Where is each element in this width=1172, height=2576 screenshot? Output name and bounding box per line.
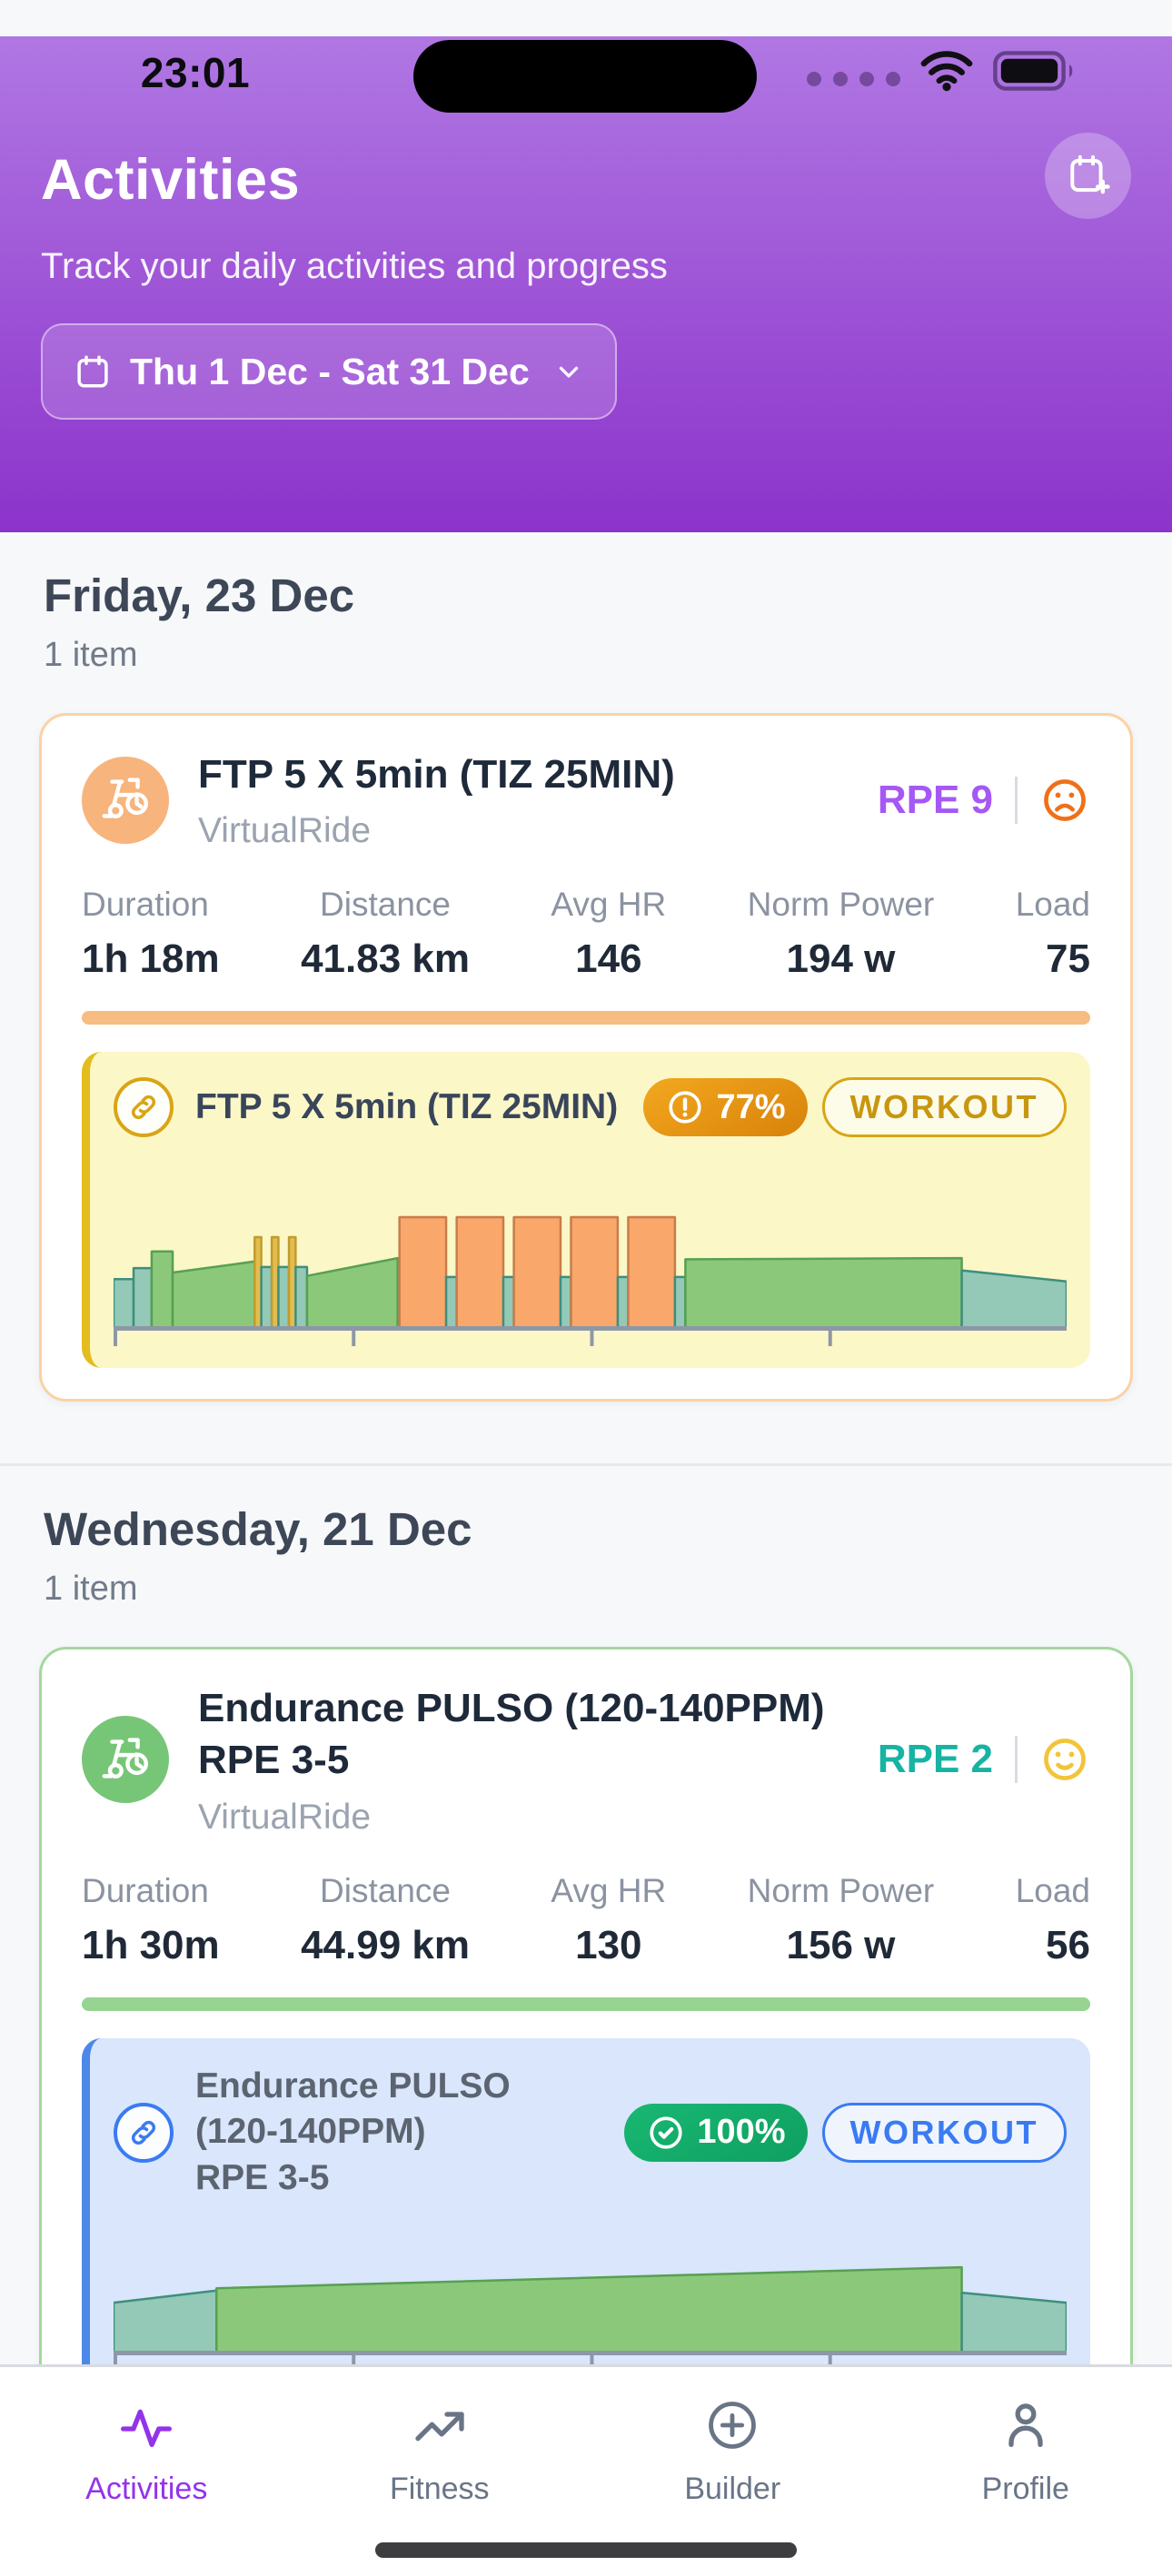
date-range-picker[interactable]: Thu 1 Dec - Sat 31 Dec — [41, 323, 617, 420]
person-icon — [997, 2396, 1055, 2457]
wifi-icon — [920, 50, 973, 96]
status-icons — [807, 36, 1077, 109]
calendar-plus-icon — [1066, 152, 1111, 200]
rpe-value: RPE 9 — [878, 778, 993, 823]
activity-sport: VirtualRide — [198, 811, 849, 851]
alert-circle-icon — [665, 1087, 705, 1127]
activity-card-header: FTP 5 X 5min (TIZ 25MIN) VirtualRide RPE… — [82, 748, 1090, 851]
trending-up-icon — [411, 2396, 469, 2457]
battery-icon — [993, 51, 1077, 95]
section-divider — [0, 1463, 1172, 1466]
vertical-divider — [1015, 1736, 1018, 1783]
date-range-label: Thu 1 Dec - Sat 31 Dec — [130, 351, 530, 393]
avatar — [82, 1716, 169, 1803]
check-circle-icon — [646, 2113, 686, 2153]
link-icon — [114, 1077, 174, 1137]
cellular-dots-icon — [807, 72, 900, 86]
activity-title-line2: RPE 3-5 — [198, 1734, 849, 1786]
chevron-down-icon — [553, 356, 584, 387]
activity-titles: Endurance PULSO (120-140PPM) RPE 3-5 Vir… — [198, 1682, 849, 1837]
activity-card-header: Endurance PULSO (120-140PPM) RPE 3-5 Vir… — [82, 1682, 1090, 1837]
activity-title: Endurance PULSO (120-140PPM) — [198, 1682, 849, 1734]
workout-badges: 77% WORKOUT — [643, 1077, 1067, 1137]
app-header: 23:01 — [0, 36, 1172, 532]
compliance-badge: 77% — [643, 1078, 807, 1136]
tab-builder[interactable]: Builder — [586, 2396, 879, 2507]
activity-sport: VirtualRide — [198, 1798, 849, 1838]
workout-tag-badge: WORKOUT — [822, 1077, 1067, 1137]
calendar-icon — [74, 352, 112, 391]
activity-card[interactable]: Endurance PULSO (120-140PPM) RPE 3-5 Vir… — [39, 1647, 1133, 2425]
dynamic-island — [413, 40, 757, 113]
compliance-progress-bar — [82, 1997, 1090, 2011]
virtual-ride-bike-icon — [97, 769, 154, 830]
linked-workout-card[interactable]: Endurance PULSO (120-140PPM) RPE 3-5 100… — [82, 2038, 1090, 2393]
link-icon — [114, 2103, 174, 2163]
section-header: Wednesday, 21 Dec 1 item — [44, 1502, 1128, 1609]
workout-tag-badge: WORKOUT — [822, 2103, 1067, 2163]
section-header: Friday, 23 Dec 1 item — [44, 569, 1128, 675]
rpe-value: RPE 2 — [878, 1737, 993, 1782]
workout-profile-chart — [114, 1212, 1067, 1350]
vertical-divider — [1015, 777, 1018, 824]
tab-fitness[interactable]: Fitness — [293, 2396, 587, 2507]
compliance-badge: 100% — [624, 2104, 807, 2162]
section-date: Friday, 23 Dec — [44, 569, 1128, 622]
workout-name: Endurance PULSO (120-140PPM) RPE 3-5 — [195, 2064, 602, 2202]
virtual-ride-bike-icon — [97, 1729, 154, 1790]
activity-card[interactable]: FTP 5 X 5min (TIZ 25MIN) VirtualRide RPE… — [39, 713, 1133, 1402]
status-time: 23:01 — [109, 48, 282, 97]
workout-name: FTP 5 X 5min (TIZ 25MIN) — [195, 1085, 621, 1131]
activity-title: FTP 5 X 5min (TIZ 25MIN) — [198, 748, 849, 800]
section-item-count: 1 item — [44, 1570, 1128, 1609]
activity-titles: FTP 5 X 5min (TIZ 25MIN) VirtualRide — [198, 748, 849, 851]
activity-meta: RPE 2 — [878, 1734, 1090, 1785]
tab-profile[interactable]: Profile — [879, 2396, 1172, 2507]
bottom-tab-bar: Activities Fitness Builder — [0, 2364, 1172, 2576]
mood-smile-icon — [1039, 1734, 1090, 1785]
page-title: Activities — [41, 147, 300, 213]
section-item-count: 1 item — [44, 636, 1128, 675]
screen: 23:01 — [0, 36, 1172, 2576]
activity-meta: RPE 9 — [878, 775, 1090, 826]
workout-badges: 100% WORKOUT — [624, 2103, 1067, 2163]
status-bar: 23:01 — [41, 36, 1131, 109]
compliance-progress-bar — [82, 1011, 1090, 1025]
section-date: Wednesday, 21 Dec — [44, 1502, 1128, 1556]
workout-profile-chart — [114, 2236, 1067, 2374]
home-indicator[interactable] — [375, 2542, 797, 2558]
page-subtitle: Track your daily activities and progress — [41, 246, 1131, 287]
avatar — [82, 757, 169, 844]
plus-circle-icon — [703, 2396, 761, 2457]
add-activity-button[interactable] — [1045, 133, 1131, 219]
workout-header: Endurance PULSO (120-140PPM) RPE 3-5 100… — [114, 2064, 1067, 2202]
linked-workout-card[interactable]: FTP 5 X 5min (TIZ 25MIN) 77% — [82, 1052, 1090, 1368]
pulse-icon — [117, 2396, 175, 2457]
mood-sad-icon — [1039, 775, 1090, 826]
activity-list: Friday, 23 Dec 1 item FTP 5 X 5 — [0, 569, 1172, 2426]
workout-header: FTP 5 X 5min (TIZ 25MIN) 77% — [114, 1077, 1067, 1137]
tab-activities[interactable]: Activities — [0, 2396, 293, 2507]
